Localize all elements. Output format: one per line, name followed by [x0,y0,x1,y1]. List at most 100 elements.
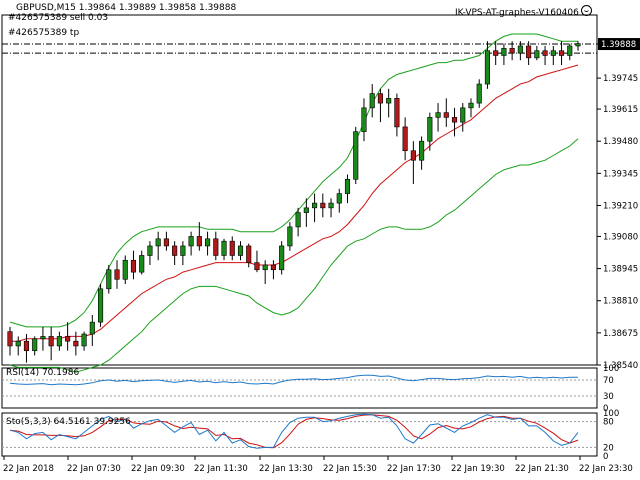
candle-body [139,255,145,273]
price-axis-label: 1.39615 [603,105,638,115]
rsi-line [9,374,578,386]
expert-name: IK-VPS-AT-graphes-V160406 [455,8,579,18]
candle-body [130,259,137,273]
candle-body [254,262,260,271]
candle-body [386,98,392,104]
stoch-axis-label: 20 [603,443,614,453]
rsi-axis-label: 70 [603,376,614,386]
candle-body [65,336,71,342]
candle-body [246,245,252,263]
candle-body [550,50,556,56]
bollinger-lower-line [9,138,579,373]
candle-body [361,107,367,132]
candle-body [493,50,499,56]
candle-body [81,333,87,347]
price-axis-label: 1.38945 [603,265,638,275]
candle-body [517,45,523,54]
bollinger-upper-line [9,33,578,328]
candle-body [56,336,62,347]
candle-body [534,50,540,59]
order-tp-label: #426575389 tp [8,28,80,38]
time-axis-label: 22 Jan 11:30 [194,464,248,474]
candle-body [270,264,276,271]
time-axis-label: 22 Jan 21:30 [515,464,569,474]
price-axis-label: 1.39080 [603,232,638,242]
candle-body [97,288,104,323]
price-axis-label: 1.38675 [603,329,638,339]
candle-body [542,50,548,56]
time-axis-label: 22 Jan 2018 [3,464,54,474]
candle-body [427,117,433,142]
candle-body [213,238,219,256]
time-axis-label: 22 Jan 09:30 [131,464,185,474]
candle-body [106,269,112,290]
candle-body [23,340,30,352]
candle-body [122,259,128,280]
candle-body [7,331,13,347]
candle-body [279,245,285,271]
candle-body [526,45,532,59]
time-axis-label: 22 Jan 23:30 [579,464,633,474]
candle-body [328,202,334,209]
stoch-axis-label: 0 [603,452,608,462]
candle-body [575,43,581,47]
candle-body [509,48,515,54]
candle-body [476,83,482,104]
candle-body [155,238,161,247]
candle-body [501,48,507,56]
candle-body [163,238,169,247]
candle-body [221,240,227,256]
main-panel-frame [1,14,598,366]
candle-body [419,140,425,161]
candle-body [114,269,120,280]
candle-body [443,112,449,118]
candle-body [172,245,178,256]
candle-body [262,264,268,271]
rsi-axis-label: 100 [603,364,619,374]
rsi-panel-frame [1,367,598,409]
stoch-axis-label: 100 [603,409,619,419]
price-axis-label: 1.39480 [603,137,638,147]
candle-body [460,107,466,123]
candle-body [451,117,458,123]
candle-body [353,131,359,180]
candle-body [32,338,38,352]
smiley-icon [580,5,592,16]
time-axis-label: 22 Jan 17:30 [387,464,441,474]
price-axis-label: 1.39745 [603,74,638,84]
time-axis-label: 22 Jan 13:30 [259,464,313,474]
candle-body [402,126,408,152]
candle-body [344,178,351,194]
candle-body [15,340,21,347]
stoch-signal-line [9,414,579,449]
expert-advisor-label: IK-VPS-AT-graphes-V160406 [455,5,592,19]
candle-body [295,212,301,228]
candle-body [394,98,400,128]
candle-body [484,50,491,85]
candle-body [229,240,235,256]
candle-body [196,236,202,247]
rsi-label: RSI(14) 70.1986 [6,368,80,378]
candle-body [89,321,95,335]
candle-body [410,150,416,161]
time-axis-label: 22 Jan 15:30 [323,464,377,474]
candle-body [435,112,441,118]
order-sell-label: #426575389 sell 0.03 [8,13,109,23]
candle-body [237,245,244,256]
time-axis-label: 22 Jan 07:30 [67,464,121,474]
price-axis-label: 1.39345 [603,169,638,179]
rsi-axis-label: 30 [603,392,614,402]
current-price-label: 1.39888 [601,40,636,50]
candle-body [377,93,383,104]
candle-body [312,202,318,209]
candle-body [567,45,573,56]
rsi-axis-label: 0 [603,404,608,414]
candle-body [468,102,474,109]
price-axis-label: 1.38540 [603,361,638,371]
stoch-panel-frame [1,412,598,457]
stoch-axis-label: 80 [603,418,614,428]
candle-body [558,50,565,56]
price-axis-label: 1.38810 [603,297,638,307]
current-price-badge [598,38,640,51]
